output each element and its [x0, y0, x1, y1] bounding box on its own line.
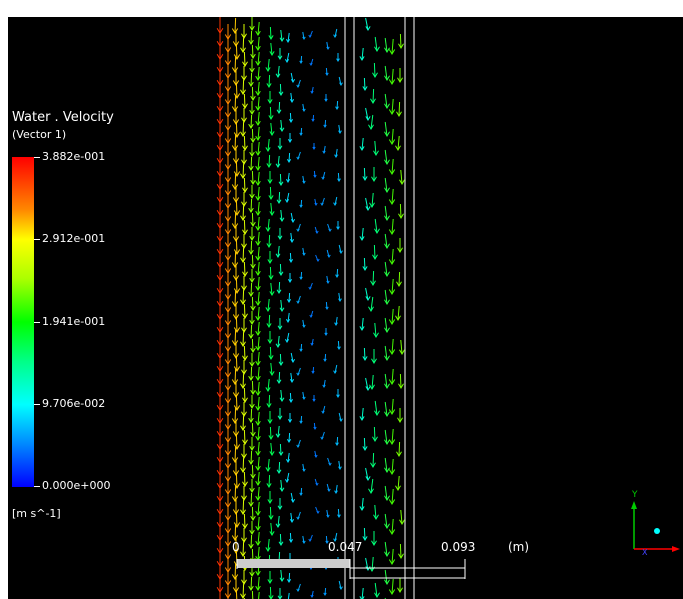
vector-arrows: [216, 17, 405, 599]
axis-x-label: X: [642, 548, 648, 557]
legend-tick: [34, 404, 40, 405]
scale-label-max: 0.093: [441, 540, 476, 554]
velocity-vector-field: [216, 17, 466, 599]
legend-units: [m s^-1]: [12, 507, 61, 520]
scale-label-mid: 0.047: [328, 540, 363, 554]
scale-units: (m): [508, 540, 530, 554]
legend-tick-label: 9.706e-002: [42, 397, 106, 410]
legend-subtitle: (Vector 1): [12, 128, 67, 141]
legend-tick: [34, 486, 40, 487]
legend-tick-label: 1.941e-001: [42, 315, 106, 328]
legend-tick-label: 3.882e-001: [42, 150, 106, 163]
color-legend-bar: [12, 157, 34, 487]
render-canvas[interactable]: Water . Velocity (Vector 1) 3.882e-001 2…: [8, 17, 683, 599]
legend-tick: [34, 322, 40, 323]
legend-tick: [34, 157, 40, 158]
axis-y-label: Y: [631, 490, 638, 500]
legend-tick-label: 0.000e+000: [42, 479, 111, 492]
axis-triad: Y X: [631, 490, 680, 557]
legend-tick: [34, 239, 40, 240]
legend-tick-label: 2.912e-001: [42, 232, 106, 245]
scale-label-0: 0: [232, 540, 240, 554]
scale-bar-filled: [237, 559, 350, 568]
legend-title: Water . Velocity: [12, 110, 114, 125]
